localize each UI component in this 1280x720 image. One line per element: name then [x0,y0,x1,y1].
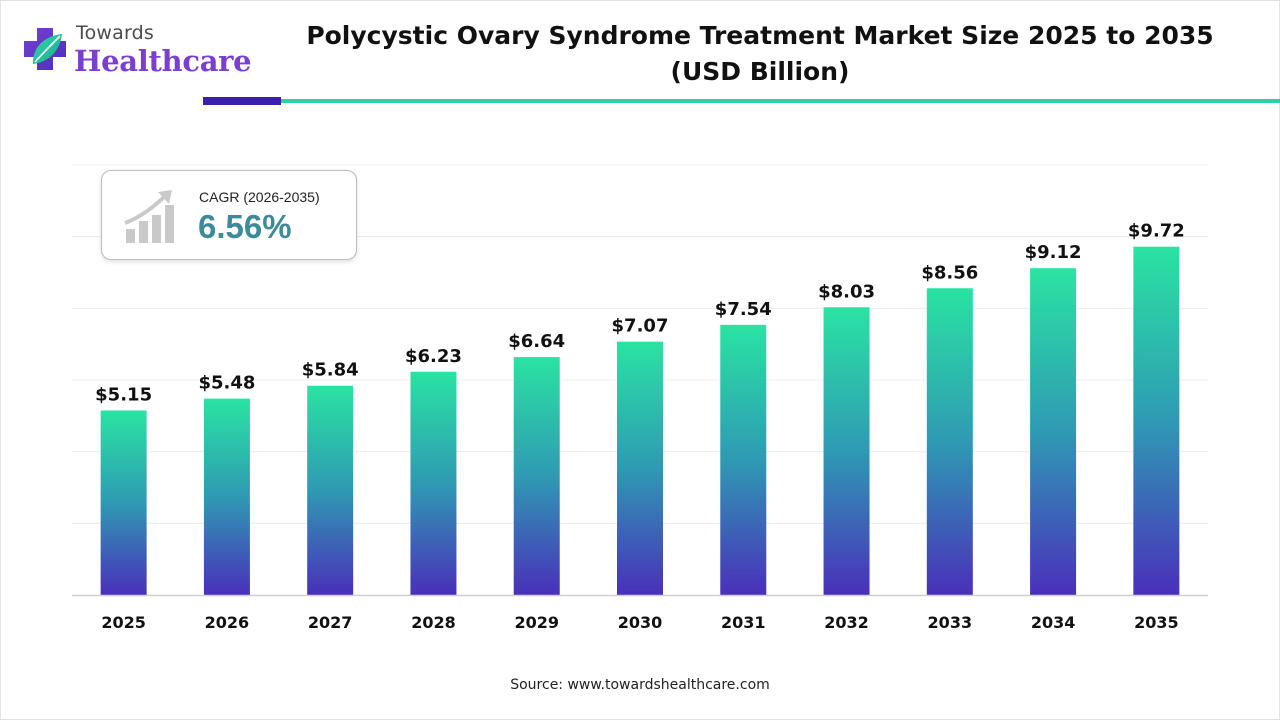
x-tick-2032: 2032 [824,613,869,632]
cagr-callout: CAGR (2026-2035) 6.56% [101,170,357,260]
header-rule [281,99,1280,103]
x-tick-labels: 2025 2026 2027 2028 2029 2030 2031 2032 2033 2034… [101,613,1178,632]
value-label-2031: $7.54 [715,299,772,320]
x-tick-2028: 2028 [411,613,456,632]
bar-2025 [100,410,147,595]
x-tick-2033: 2033 [928,613,973,632]
value-label-2025: $5.15 [95,384,152,405]
x-tick-2026: 2026 [205,613,250,632]
x-tick-2031: 2031 [721,613,766,632]
value-label-2033: $8.56 [921,262,978,283]
value-label-2030: $7.07 [612,316,669,337]
chart-title: Polycystic Ovary Syndrome Treatment Mark… [260,18,1260,90]
bar-2029 [513,357,560,595]
value-label-2032: $8.03 [818,281,875,302]
bar-2026 [203,398,250,595]
chart-title-line-1: Polycystic Ovary Syndrome Treatment Mark… [306,21,1214,50]
value-label-2034: $9.12 [1025,242,1082,263]
cagr-label: CAGR (2026-2035) [199,189,320,205]
brand-name-top: Towards [76,22,155,44]
bar-2027 [307,385,354,595]
brand-logo: Towards Healthcare [20,22,252,84]
bar-2031 [720,324,767,595]
growth-chart-icon [124,190,174,243]
value-label-2026: $5.48 [198,373,255,394]
value-label-2027: $5.84 [302,360,359,381]
x-tick-2025: 2025 [101,613,146,632]
x-tick-2030: 2030 [618,613,663,632]
value-label-2035: $9.72 [1128,221,1185,242]
bars [100,246,1180,595]
x-tick-2034: 2034 [1031,613,1076,632]
value-label-2028: $6.23 [405,346,462,367]
bar-2034 [1030,268,1077,595]
header-rule-accent [203,97,281,105]
brand-name-bottom: Healthcare [74,44,252,78]
source-note: Source: www.towardshealthcare.com [510,677,770,693]
x-tick-2035: 2035 [1134,613,1179,632]
bar-2030 [617,341,663,595]
x-tick-2029: 2029 [514,613,559,632]
cagr-value: 6.56% [198,208,292,245]
value-label-2029: $6.64 [508,331,565,352]
chart-title-line-2: (USD Billion) [670,57,850,86]
bar-2033 [926,288,973,595]
bar-2032 [823,307,870,595]
medical-cross-icon [24,28,66,70]
value-labels: $5.15 $5.48 $5.84 $6.23 $6.64 $7.07 $7.54 $8.03… [95,221,1185,406]
x-tick-2027: 2027 [308,613,353,632]
bar-2035 [1133,246,1180,595]
bar-2028 [410,371,457,595]
